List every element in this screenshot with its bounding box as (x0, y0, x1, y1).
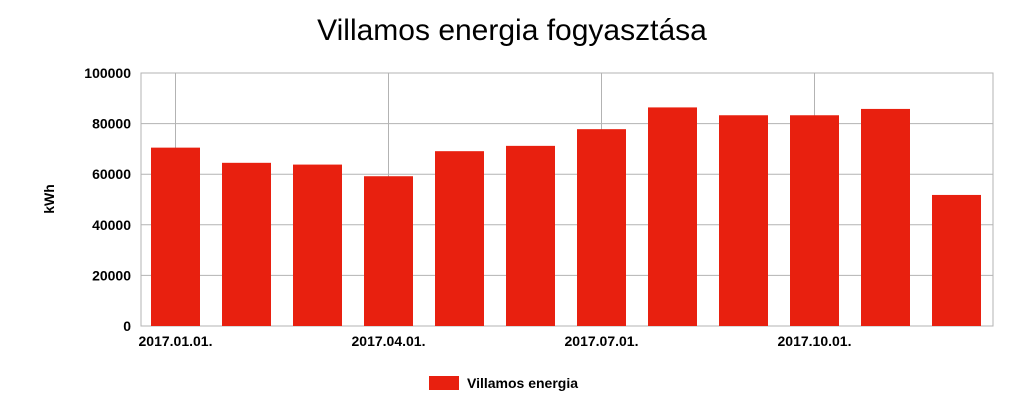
x-tick-label: 2017.01.01. (139, 333, 213, 349)
bar (293, 164, 342, 326)
chart-title: Villamos energia fogyasztása (317, 14, 707, 47)
x-tick-label: 2017.07.01. (565, 333, 639, 349)
bars (151, 107, 981, 327)
y-tick-label: 40000 (92, 217, 131, 233)
x-tick-label: 2017.04.01. (352, 333, 426, 349)
bar (364, 176, 413, 326)
bar (790, 115, 839, 326)
y-tick-label: 0 (123, 318, 131, 334)
bar (577, 129, 626, 326)
legend: Villamos energia (429, 375, 578, 391)
y-tick-label: 80000 (92, 116, 131, 132)
gridlines (140, 72, 994, 327)
legend-swatch (429, 376, 459, 390)
y-tick-label: 20000 (92, 267, 131, 283)
x-tick-label: 2017.10.01. (778, 333, 852, 349)
bar (861, 108, 910, 327)
y-tick-labels: 0 20000 40000 60000 80000 100000 (84, 65, 131, 334)
bar (648, 107, 697, 327)
x-tick-labels: 2017.01.01. 2017.04.01. 2017.07.01. 2017.10… (139, 333, 852, 349)
bar (932, 194, 981, 326)
legend-label: Villamos energia (467, 375, 578, 391)
y-tick-label: 60000 (92, 166, 131, 182)
bar (151, 147, 200, 326)
bar (506, 145, 555, 326)
plot-frame (140, 72, 994, 327)
bar (719, 115, 768, 326)
bar (435, 151, 484, 326)
y-tick-label: 100000 (84, 65, 131, 81)
y-axis-label: kWh (41, 184, 57, 214)
bar (222, 162, 271, 326)
